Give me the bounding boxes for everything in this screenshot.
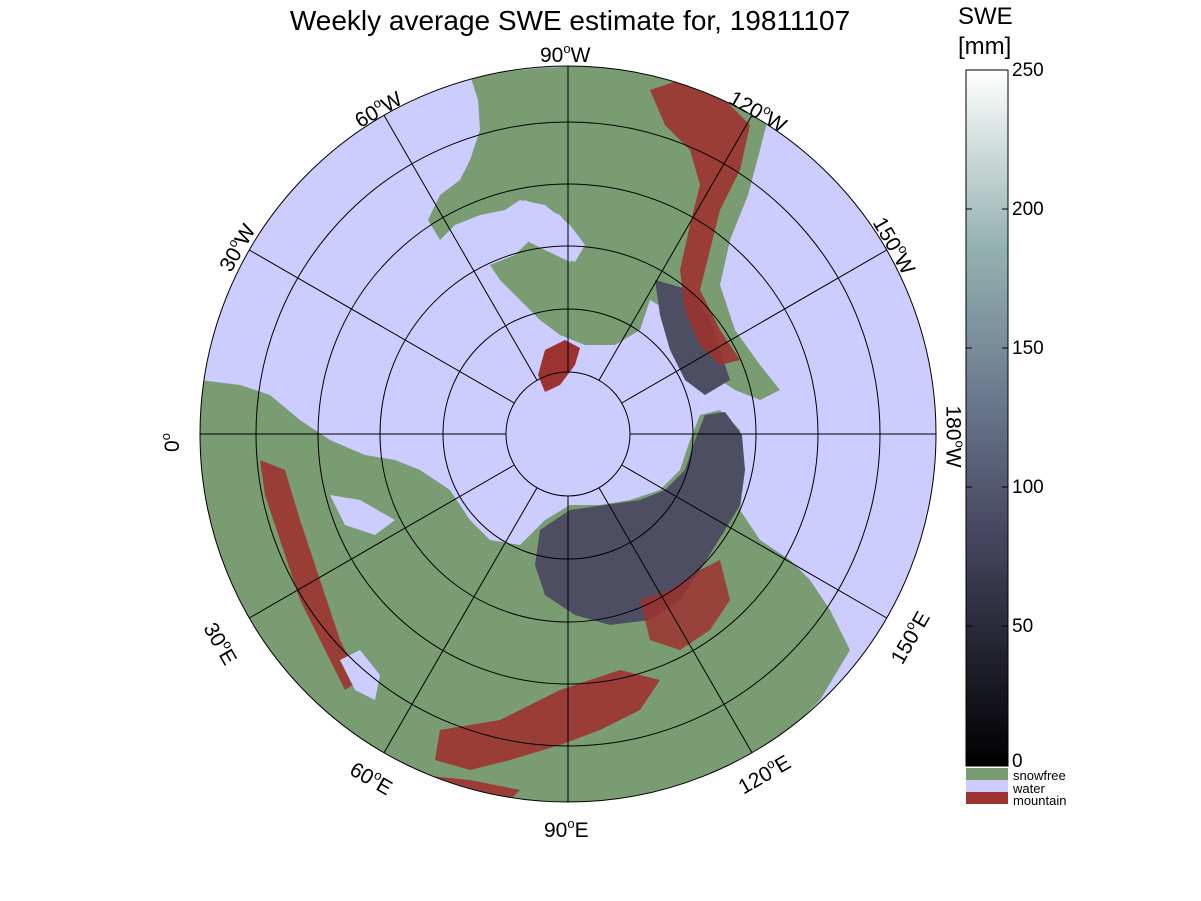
lon-label-180w: 180oW bbox=[941, 405, 968, 468]
alaska-snow-cover bbox=[655, 280, 730, 395]
meridian-line bbox=[383, 487, 538, 753]
legend-label-mountain: mountain bbox=[1013, 793, 1067, 808]
white-sea bbox=[330, 495, 395, 535]
colorbar-tick-label: 0 bbox=[1012, 751, 1023, 772]
map-frame bbox=[199, 65, 937, 803]
lon-label-90w: 90oW bbox=[540, 41, 591, 67]
caspian-sea bbox=[340, 650, 380, 700]
colorbar-gradient bbox=[965, 69, 1009, 767]
colorbar-title-line2: [mm] bbox=[958, 33, 1012, 60]
meridian-line bbox=[598, 487, 753, 753]
lon-label-90e: 90oE bbox=[544, 816, 589, 842]
colorbar-tick-label: 200 bbox=[1012, 199, 1044, 220]
legend-swatch-water bbox=[966, 780, 1008, 792]
colorbar-tick-label: 100 bbox=[1012, 477, 1044, 498]
graticule bbox=[200, 66, 936, 802]
lon-label-0: 0o bbox=[157, 433, 184, 452]
meridian-line bbox=[621, 249, 887, 404]
colorbar-title-line1: SWE bbox=[958, 3, 1013, 30]
siberia-snow-cover bbox=[535, 412, 745, 625]
legend-label-snowfree: snowfree bbox=[1013, 768, 1066, 783]
central-asia-mountains bbox=[435, 670, 660, 770]
legend-swatch-mountain bbox=[966, 792, 1008, 804]
colorbar-tick-label: 50 bbox=[1012, 616, 1034, 637]
meridian-line bbox=[383, 115, 538, 381]
legend-swatch-snowfree bbox=[966, 768, 1008, 780]
meridian-line bbox=[249, 249, 515, 404]
meridian-line bbox=[621, 464, 887, 619]
legend-label-water: water bbox=[1013, 781, 1045, 796]
european-mountains bbox=[260, 460, 360, 690]
colorbar-title: SWE [mm] bbox=[958, 2, 1013, 62]
colorbar-tick-label: 250 bbox=[1012, 60, 1044, 81]
colorbar-ticks bbox=[966, 69, 1008, 627]
greenland-landmass bbox=[538, 340, 580, 392]
meridian-line bbox=[598, 115, 753, 381]
colorbar-tick-label: 150 bbox=[1012, 338, 1044, 359]
east-asia-mountains bbox=[640, 560, 730, 650]
map-title: Weekly average SWE estimate for, 1981110… bbox=[289, 5, 851, 36]
meridian-line bbox=[249, 464, 515, 619]
rocky-mountains bbox=[650, 80, 750, 365]
